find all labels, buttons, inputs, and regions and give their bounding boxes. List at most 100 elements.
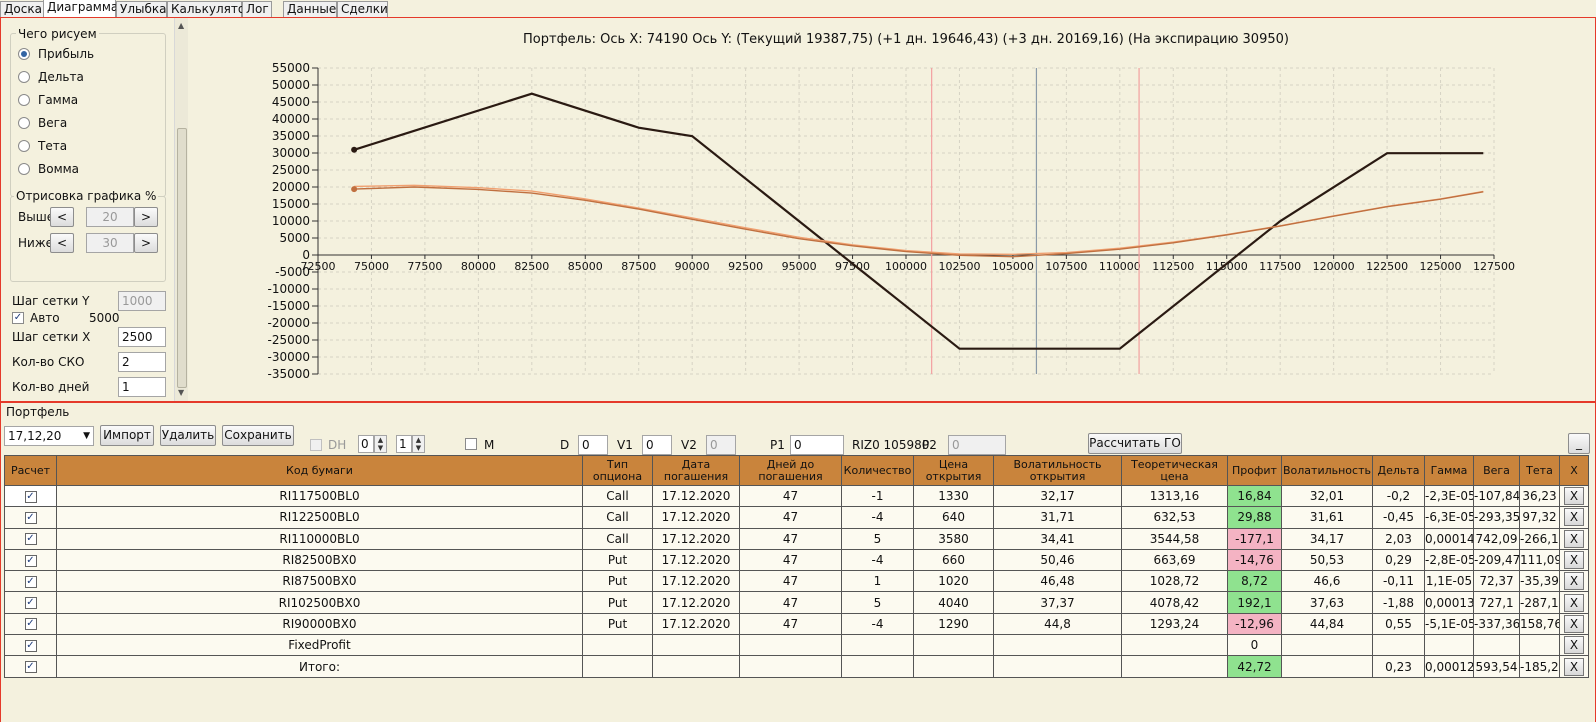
table-row[interactable]: ✓ RI122500BL0 Call 17.12.2020 47 -4 640 31,71 63… [4, 506, 1589, 529]
remove-row-button[interactable]: X [1564, 487, 1584, 506]
scroll-up-icon[interactable]: ▲ [178, 21, 185, 30]
calc-checkbox[interactable]: ✓ [24, 554, 37, 567]
col-header-qty[interactable]: Количество [841, 455, 914, 486]
remove-row-button[interactable]: X [1564, 614, 1584, 633]
calc-checkbox[interactable]: ✓ [24, 639, 37, 652]
radio-vomma[interactable] [18, 163, 30, 175]
col-header-type[interactable]: Тип опциона [582, 455, 653, 486]
col-header-delta[interactable]: Дельта [1372, 455, 1425, 486]
col-header-code[interactable]: Код бумаги [56, 455, 583, 486]
remove-cell: X [1559, 548, 1589, 572]
col-header-profit[interactable]: Профит [1227, 455, 1282, 486]
v1-input[interactable]: 0 [642, 435, 672, 455]
table-row[interactable]: ✓ RI117500BL0 Call 17.12.2020 47 -1 1330 32,17 1… [4, 484, 1589, 508]
delete-button[interactable]: Удалить [160, 425, 216, 446]
scroll-thumb[interactable] [177, 128, 187, 388]
remove-row-button[interactable]: X [1564, 551, 1584, 570]
v2-input[interactable]: 0 [706, 435, 736, 455]
col-header-days[interactable]: Дней до погашения [739, 455, 842, 486]
remove-row-button[interactable]: X [1564, 593, 1584, 612]
settings-scrollbar[interactable]: ▲ ▼ [174, 18, 188, 401]
remove-row-button[interactable]: X [1564, 508, 1584, 527]
remove-row-button[interactable]: X [1564, 572, 1584, 591]
expiration-select[interactable]: 17,12,20 ▼ [4, 426, 94, 446]
minimize-button[interactable]: _ [1568, 433, 1590, 454]
tab-smile[interactable]: Улыбка [116, 1, 167, 18]
calc-checkbox[interactable]: ✓ [24, 661, 37, 674]
p1-input[interactable]: 0 [790, 435, 844, 455]
col-header-price[interactable]: Цена открытия [913, 455, 994, 486]
col-header-vega[interactable]: Вега [1473, 455, 1520, 486]
save-button[interactable]: Сохранить [222, 425, 294, 446]
import-button[interactable]: Импорт [100, 425, 154, 446]
cell-gamma: 1,1E-05 [1424, 570, 1474, 593]
cell-days: 47 [739, 591, 842, 614]
dh-checkbox[interactable] [310, 439, 322, 451]
radio-gamma[interactable] [18, 94, 30, 106]
tab-calculator[interactable]: Калькулятор [167, 1, 253, 18]
calc-checkbox[interactable]: ✓ [24, 597, 37, 610]
radio-theta[interactable] [18, 140, 30, 152]
below-decrease-button[interactable]: < [50, 233, 74, 253]
table-row[interactable]: ✓ FixedProfit 0 X [4, 634, 1589, 657]
col-header-theo[interactable]: Теоретическая цена [1121, 455, 1228, 486]
tab-deals[interactable]: Сделки [337, 1, 388, 18]
col-header-gamma[interactable]: Гамма [1424, 455, 1474, 486]
table-row[interactable]: ✓ RI90000BX0 Put 17.12.2020 47 -4 1290 44,8 1293… [4, 612, 1589, 636]
scroll-down-icon[interactable]: ▼ [178, 388, 185, 397]
calc-go-button[interactable]: Рассчитать ГО [1088, 433, 1182, 454]
calc-checkbox[interactable]: ✓ [24, 533, 37, 546]
dh-spin1-arrows[interactable]: ▲ ▼ [374, 435, 387, 453]
d-input[interactable]: 0 [578, 435, 608, 455]
cell-price: 3580 [913, 527, 994, 550]
p2-input[interactable]: 0 [948, 435, 1006, 455]
cell-type [582, 634, 653, 657]
x-tick-label: 125000 [1420, 260, 1462, 273]
above-increase-button[interactable]: > [134, 207, 158, 227]
remove-row-button[interactable]: X [1564, 657, 1584, 676]
table-row[interactable]: ✓ RI82500BX0 Put 17.12.2020 47 -4 660 50,46 663,… [4, 548, 1589, 572]
cell-code: RI87500BX0 [56, 570, 583, 593]
x-tick-label: 80000 [461, 260, 496, 273]
grid-y-input[interactable]: 1000 [118, 291, 166, 311]
tab-log[interactable]: Лог [242, 1, 272, 18]
calc-checkbox[interactable]: ✓ [24, 511, 37, 524]
col-header-date[interactable]: Дата погашения [652, 455, 740, 486]
cell-price: 660 [913, 548, 994, 572]
tab-board[interactable]: Доска [0, 1, 44, 18]
sko-input[interactable]: 2 [118, 352, 166, 372]
table-row[interactable]: ✓ RI87500BX0 Put 17.12.2020 47 1 1020 46,48 1028… [4, 570, 1589, 593]
tab-data[interactable]: Данные [283, 1, 337, 18]
profit-chart[interactable]: Портфель: Ось X: 74190 Ось Y: (Текущий 1… [190, 18, 1590, 401]
auto-checkbox[interactable]: ✓ [12, 312, 24, 324]
below-value[interactable]: 30 [86, 233, 134, 253]
dh-spin2-arrows[interactable]: ▲ ▼ [412, 435, 425, 453]
dh-spin2-input[interactable]: 1 [396, 435, 412, 453]
cell-theta: -35,39 [1519, 570, 1560, 593]
col-header-theta[interactable]: Тета [1519, 455, 1560, 486]
calc-checkbox[interactable]: ✓ [24, 490, 37, 503]
calc-checkbox[interactable]: ✓ [24, 575, 37, 588]
days-input[interactable]: 1 [118, 377, 166, 397]
col-header-vol[interactable]: Волатильность [1281, 455, 1373, 486]
m-checkbox[interactable] [465, 438, 477, 450]
tab-diagram[interactable]: Диаграмма [43, 0, 118, 19]
col-header-vol-open[interactable]: Волатильность открытия [993, 455, 1122, 486]
radio-profit[interactable] [18, 48, 30, 60]
remove-row-button[interactable]: X [1564, 529, 1584, 548]
col-header-calc[interactable]: Расчет [4, 455, 57, 486]
table-row[interactable]: ✓ RI102500BX0 Put 17.12.2020 47 5 4040 37,37 407… [4, 591, 1589, 614]
cell-date: 17.12.2020 [652, 591, 740, 614]
above-value[interactable]: 20 [86, 207, 134, 227]
col-header-x[interactable]: X [1559, 455, 1589, 486]
above-decrease-button[interactable]: < [50, 207, 74, 227]
remove-row-button[interactable]: X [1564, 636, 1584, 655]
radio-delta[interactable] [18, 71, 30, 83]
dh-spin1-input[interactable]: 0 [358, 435, 374, 453]
grid-x-input[interactable]: 2500 [118, 327, 166, 347]
calc-checkbox[interactable]: ✓ [24, 618, 37, 631]
below-increase-button[interactable]: > [134, 233, 158, 253]
table-row[interactable]: ✓ Итого: 42,72 0,230,000126593,54-185,28X [4, 655, 1589, 678]
table-row[interactable]: ✓ RI110000BL0 Call 17.12.2020 47 5 3580 34,41 35… [4, 527, 1589, 550]
radio-vega[interactable] [18, 117, 30, 129]
